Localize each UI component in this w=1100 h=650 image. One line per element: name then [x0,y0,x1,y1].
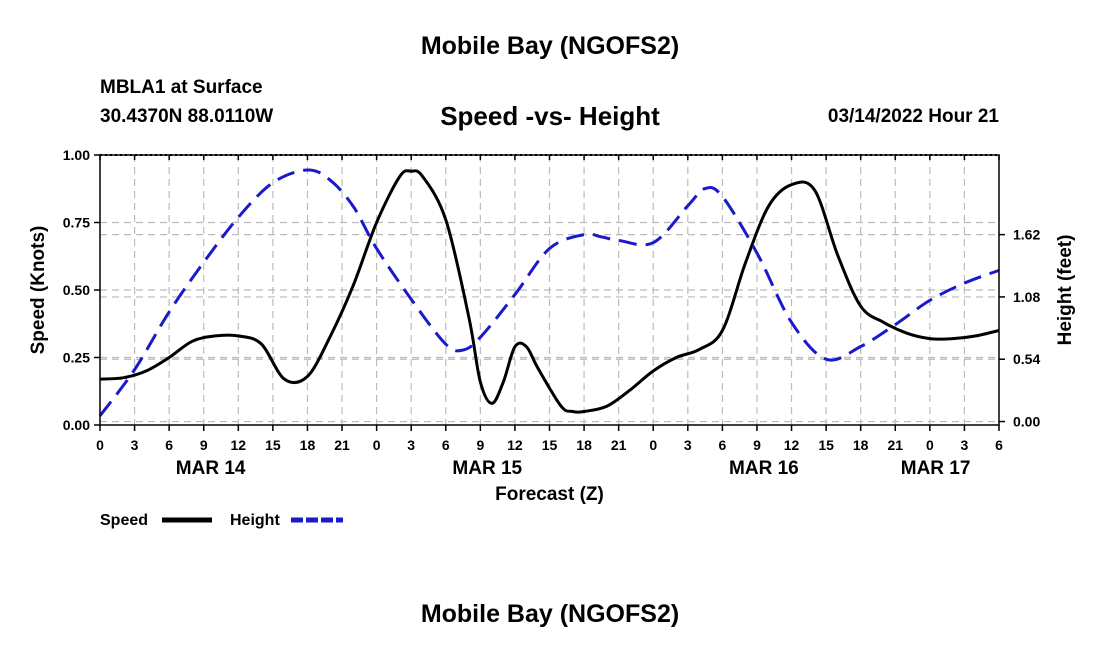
x-tick-label: 15 [542,437,558,453]
y-axis-title: Speed (Knots) [28,226,49,355]
legend-label-speed: Speed [100,512,148,529]
date-label: MAR 14 [176,458,246,479]
forecast-datetime: 03/14/2022 Hour 21 [827,106,999,127]
x-tick-label: 0 [373,437,381,453]
x-tick-label: 18 [576,437,592,453]
y-tick-label: 0.75 [63,215,90,231]
x-tick-label: 21 [611,437,627,453]
chart-legend: Speed Height [100,512,343,529]
x-tick-label: 18 [300,437,316,453]
chart-subtitle: Speed -vs- Height [440,101,660,131]
chart-series [98,168,1000,417]
chart-title: Mobile Bay (NGOFS2) [420,32,680,60]
chart-grid [100,155,999,425]
date-label: MAR 16 [729,458,799,479]
x-tick-label: 9 [753,437,761,453]
x-tick-label: 21 [887,437,903,453]
date-label: MAR 15 [452,458,522,479]
x-tick-label: 3 [961,437,969,453]
x-tick-label: 9 [200,437,208,453]
x-tick-label: 12 [784,437,800,453]
station-label: MBLA1 at Surface [100,77,263,98]
y2-axis-title: Height (feet) [1055,235,1076,346]
x-tick-label: 0 [926,437,934,453]
y2-tick-label: 1.62 [1013,227,1040,243]
height-series-line [98,168,1000,417]
legend-label-height: Height [230,512,280,529]
x-tick-label: 3 [131,437,139,453]
x-tick-label: 6 [995,437,1003,453]
y2-tick-label: 1.08 [1013,289,1040,305]
y2-tick-label: 0.00 [1013,414,1040,430]
y-tick-label: 0.00 [63,417,90,433]
y-tick-label: 0.50 [63,282,90,298]
footer-title: Mobile Bay (NGOFS2) [420,600,680,628]
x-tick-label: 0 [649,437,657,453]
x-axis-title: Forecast (Z) [495,484,604,505]
x-tick-label: 6 [165,437,173,453]
x-tick-label: 15 [265,437,281,453]
x-tick-label: 15 [818,437,834,453]
x-tick-label: 6 [442,437,450,453]
x-tick-label: 6 [718,437,726,453]
y2-tick-label: 0.54 [1013,351,1040,367]
x-tick-label: 18 [853,437,869,453]
x-tick-label: 21 [334,437,350,453]
x-tick-label: 3 [407,437,415,453]
x-tick-label: 12 [507,437,523,453]
x-tick-label: 0 [96,437,104,453]
date-label: MAR 17 [901,458,971,479]
x-tick-label: 12 [231,437,247,453]
y-tick-label: 0.25 [63,350,90,366]
x-tick-label: 9 [476,437,484,453]
y-tick-label: 1.00 [63,147,90,163]
chart-axes: 0 3 6 9 12 15 18 21 0 3 6 9 12 15 18 21 0 3 6 9 12 15 18 21 0 3 6M… [28,147,1076,505]
station-coordinates: 30.4370N 88.0110W [100,106,274,127]
x-tick-label: 3 [684,437,692,453]
speed-series-line [99,169,1000,414]
